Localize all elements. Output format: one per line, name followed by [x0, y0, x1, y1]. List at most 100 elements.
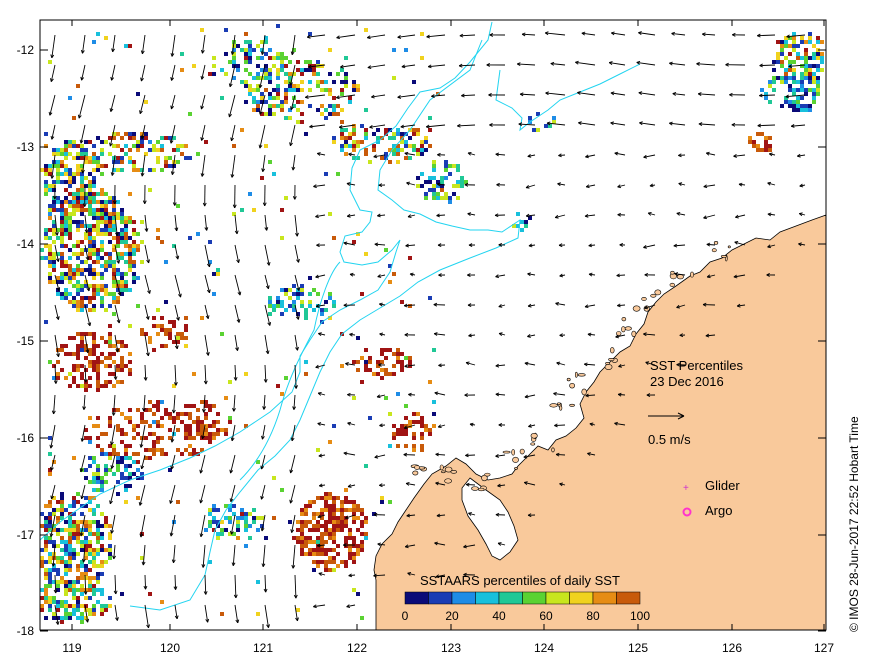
sst-pixel	[344, 84, 348, 88]
sst-pixel	[164, 412, 168, 416]
sst-pixel	[372, 372, 376, 376]
sst-pixel	[112, 264, 116, 268]
current-vector-head	[434, 541, 438, 546]
current-vector-head	[202, 202, 207, 207]
sst-pixel	[320, 112, 324, 116]
island	[512, 456, 519, 463]
sst-pixel	[64, 592, 68, 596]
sst-pixel	[112, 312, 116, 316]
sst-pixel	[84, 356, 88, 360]
sst-pixel	[180, 332, 184, 336]
sst-pixel	[56, 348, 60, 352]
sst-pixel	[84, 148, 88, 152]
current-vector-head	[304, 95, 309, 99]
sst-pixel	[284, 92, 288, 96]
current-vector	[171, 424, 176, 443]
current-vector-head	[577, 91, 581, 95]
current-vector-head	[546, 121, 551, 126]
current-vector-head	[115, 617, 119, 621]
sst-pixel	[96, 388, 100, 392]
sst-pixel	[88, 252, 92, 256]
sst-pixel	[352, 128, 356, 132]
sst-pixel	[396, 360, 400, 364]
current-vector-head	[550, 61, 555, 66]
sst-pixel	[340, 516, 344, 520]
sst-pixel	[324, 496, 328, 500]
current-vector-head	[371, 94, 375, 99]
sst-pixel	[100, 284, 104, 288]
sst-pixel	[88, 540, 92, 544]
sst-pixel	[132, 460, 136, 464]
sst-pixel	[360, 520, 364, 524]
sst-pixel	[164, 328, 168, 332]
sst-pixel	[400, 352, 404, 356]
sst-pixel	[96, 504, 100, 508]
sst-pixel	[60, 272, 64, 276]
sst-pixel	[76, 352, 80, 356]
sst-pixel	[168, 468, 172, 472]
current-vector-head	[706, 242, 711, 247]
sst-pixel	[72, 552, 76, 556]
sst-pixel	[108, 256, 112, 260]
sst-pixel	[176, 448, 180, 452]
sst-pixel	[88, 500, 92, 504]
sst-pixel	[392, 432, 396, 436]
sst-pixel	[160, 148, 164, 152]
sst-pixel	[380, 360, 384, 364]
sst-pixel	[124, 144, 128, 148]
current-vector	[524, 394, 536, 398]
current-vector	[308, 64, 326, 68]
sst-pixel	[320, 540, 324, 544]
island	[713, 240, 719, 245]
sst-pixel	[172, 384, 176, 388]
current-vector	[369, 124, 386, 128]
sst-pixel	[128, 136, 132, 140]
sst-pixel	[228, 504, 232, 508]
sst-pixel	[56, 292, 60, 296]
sst-pixel	[140, 532, 144, 536]
sst-pixel	[344, 80, 348, 84]
current-vector-head	[206, 289, 211, 294]
sst-pixel	[384, 132, 388, 136]
sst-pixel	[84, 504, 88, 508]
sst-pixel	[356, 88, 360, 92]
current-vector-head	[206, 263, 211, 268]
sst-pixel	[240, 80, 244, 84]
current-vector-head	[678, 153, 682, 158]
sst-pixel	[96, 260, 100, 264]
sst-pixel	[780, 64, 784, 68]
sst-pixel	[76, 528, 80, 532]
current-vector-head	[617, 184, 622, 189]
current-vector	[610, 92, 626, 96]
sst-pixel	[84, 528, 88, 532]
sst-pixel	[412, 412, 416, 416]
current-vector	[290, 484, 296, 504]
sst-pixel	[300, 304, 304, 308]
current-vector	[202, 544, 206, 568]
sst-pixel	[80, 272, 84, 276]
sst-pixel	[112, 248, 116, 252]
sst-pixel	[68, 564, 72, 568]
sst-pixel	[156, 420, 160, 424]
sst-pixel	[364, 128, 368, 132]
sst-pixel	[276, 104, 280, 108]
sst-pixel	[104, 520, 108, 524]
sst-pixel	[248, 44, 252, 48]
sst-pixel	[92, 344, 96, 348]
current-vector	[343, 452, 356, 456]
sst-pixel	[72, 244, 76, 248]
sst-pixel	[796, 104, 800, 108]
sst-pixel	[356, 552, 360, 556]
sst-pixel	[316, 60, 320, 64]
current-vector	[139, 94, 146, 114]
sst-pixel	[104, 220, 108, 224]
current-vector	[264, 244, 270, 266]
sst-pixel	[68, 556, 72, 560]
sst-pixel	[152, 404, 156, 408]
sst-pixel	[800, 36, 804, 40]
sst-pixel	[44, 192, 48, 196]
current-vector-head	[400, 124, 405, 129]
current-vector-head	[144, 228, 149, 232]
sst-pixel	[812, 80, 816, 84]
sst-pixel	[324, 548, 328, 552]
